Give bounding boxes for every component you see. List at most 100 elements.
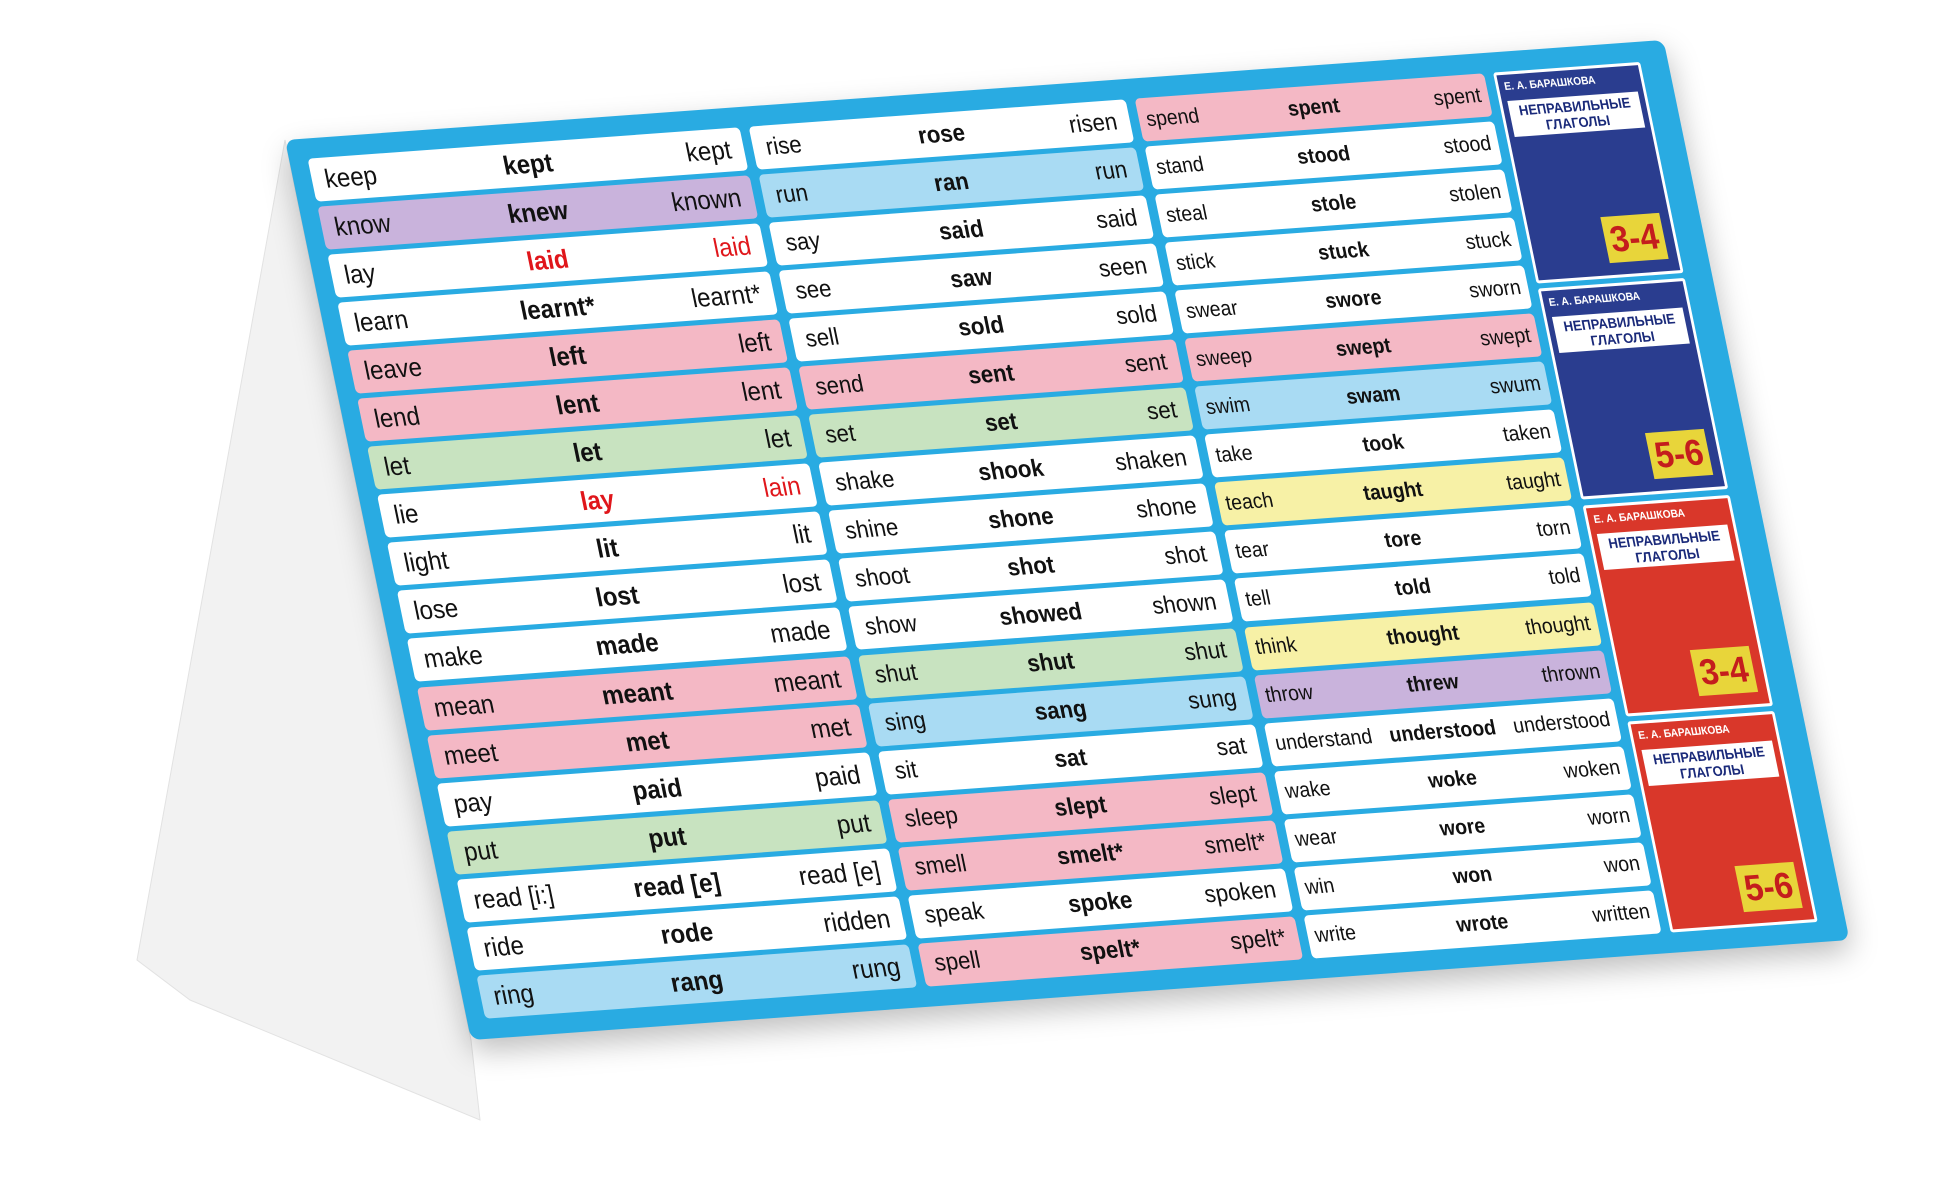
past-simple: swam: [1343, 381, 1403, 409]
book-title: НЕПРАВИЛЬНЫЕ ГЛАГОЛЫ: [1507, 91, 1646, 138]
base-form: sell: [802, 323, 842, 353]
base-form: put: [460, 833, 501, 867]
past-participle: told: [1546, 563, 1583, 590]
past-participle: won: [1601, 852, 1643, 878]
past-simple: shook: [975, 454, 1047, 487]
base-form: know: [331, 207, 394, 242]
base-form: wake: [1282, 776, 1333, 804]
base-form: sleep: [902, 802, 961, 833]
past-simple: showed: [996, 597, 1085, 631]
past-participle: set: [1144, 396, 1180, 426]
past-simple: wore: [1437, 814, 1488, 841]
past-simple: let: [570, 436, 605, 469]
base-form: learn: [351, 304, 411, 338]
past-participle: stuck: [1463, 227, 1513, 254]
past-simple: won: [1450, 862, 1495, 889]
verb-card: keep kept kept know knew known lay laid laid lear…: [285, 39, 1850, 1040]
past-participle: swum: [1487, 371, 1543, 399]
base-form: wear: [1292, 825, 1340, 852]
base-form: ring: [490, 977, 537, 1011]
past-participle: rung: [848, 951, 903, 985]
base-form: sit: [892, 756, 920, 785]
past-simple: rang: [667, 963, 726, 998]
base-form: show: [862, 609, 920, 641]
base-form: keep: [321, 159, 380, 194]
past-participle: shone: [1133, 492, 1200, 524]
past-participle: torn: [1534, 515, 1573, 542]
past-simple: spent: [1285, 93, 1342, 121]
past-participle: lost: [779, 566, 824, 600]
past-simple: sang: [1032, 695, 1090, 726]
past-simple: spelt*: [1077, 935, 1144, 967]
book-cover: Е. А. БАРАШКОВА НЕПРАВИЛЬНЫЕ ГЛАГОЛЫ 5-6: [1537, 278, 1729, 500]
past-participle: thought: [1523, 611, 1593, 640]
base-form: say: [782, 226, 823, 257]
past-simple: paid: [629, 771, 685, 806]
book-grade: 5-6: [1644, 429, 1714, 480]
past-participle: read [e]: [795, 854, 883, 891]
book-grade: 3-4: [1600, 212, 1669, 264]
past-participle: lain: [760, 470, 804, 504]
past-participle: stolen: [1446, 179, 1504, 207]
past-participle: sent: [1122, 347, 1170, 378]
past-participle: sworn: [1466, 275, 1523, 303]
past-participle: lent: [738, 374, 784, 408]
past-simple: made: [592, 627, 662, 662]
book-author: Е. А. БАРАШКОВА: [1592, 507, 1686, 526]
past-simple: said: [936, 214, 987, 246]
past-simple: threw: [1404, 670, 1461, 697]
past-simple: put: [645, 820, 689, 853]
base-form: smell: [912, 850, 970, 881]
book-grade: 3-4: [1689, 645, 1759, 696]
base-form: shut: [872, 658, 920, 689]
past-participle: sold: [1113, 299, 1160, 330]
base-form: lend: [371, 400, 423, 434]
base-form: read [i:]: [470, 878, 557, 915]
past-participle: swept: [1477, 323, 1533, 351]
past-participle: slept: [1206, 780, 1259, 811]
book-grade: 5-6: [1734, 861, 1803, 913]
base-form: steal: [1163, 200, 1210, 227]
base-form: lose: [411, 592, 462, 627]
past-participle: made: [767, 614, 834, 650]
base-form: pay: [450, 785, 496, 819]
past-participle: put: [833, 806, 874, 840]
base-form: let: [381, 450, 413, 483]
past-participle: shaken: [1112, 444, 1190, 477]
base-form: lie: [391, 498, 422, 531]
past-simple: swore: [1323, 285, 1384, 313]
base-form: write: [1312, 921, 1359, 948]
past-simple: lit: [593, 532, 621, 565]
past-participle: written: [1590, 900, 1653, 928]
base-form: shine: [842, 513, 901, 545]
base-form: make: [420, 639, 486, 675]
base-form: rise: [763, 130, 805, 161]
past-simple: ran: [931, 167, 972, 197]
past-simple: meant: [598, 674, 676, 711]
past-simple: met: [622, 724, 672, 758]
past-simple: taught: [1361, 477, 1425, 505]
book-author: Е. А. БАРАШКОВА: [1503, 74, 1597, 94]
past-simple: told: [1392, 574, 1433, 601]
past-simple: kept: [500, 147, 556, 181]
base-form: mean: [430, 687, 497, 723]
book-title: НЕПРАВИЛЬНЫЕ ГЛАГОЛЫ: [1596, 524, 1735, 570]
base-form: light: [401, 544, 452, 579]
past-participle: shown: [1149, 588, 1220, 620]
past-simple: rode: [657, 915, 716, 950]
base-form: set: [822, 419, 858, 449]
base-form: take: [1213, 441, 1255, 467]
base-form: sing: [882, 706, 929, 737]
past-simple: stood: [1294, 141, 1353, 169]
base-form: stick: [1173, 248, 1218, 275]
past-simple: stuck: [1315, 237, 1371, 265]
past-simple: understood: [1387, 716, 1499, 747]
book-title: НЕПРАВИЛЬНЫЕ ГЛАГОЛЫ: [1641, 740, 1780, 787]
past-participle: smelt*: [1201, 828, 1269, 860]
base-form: spend: [1143, 103, 1202, 131]
book-author: Е. А. БАРАШКОВА: [1637, 723, 1731, 743]
past-participle: said: [1093, 203, 1140, 234]
past-participle: left: [735, 326, 774, 359]
past-participle: shot: [1161, 540, 1210, 571]
past-participle: known: [668, 182, 744, 218]
